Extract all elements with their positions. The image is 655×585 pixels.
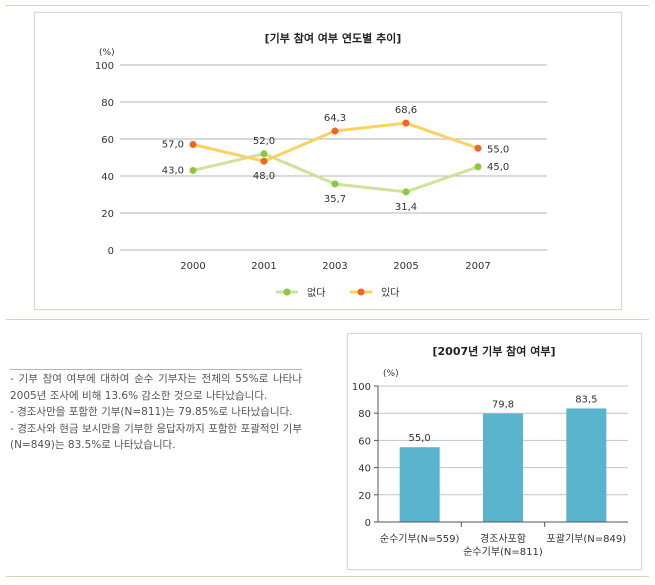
y-tick-label: 80 (358, 409, 371, 420)
line-chart-unit: (%) (99, 48, 115, 58)
note-line: - 경조사만을 포함한 기부(N=811)는 79.85%로 나타났습니다. (10, 406, 293, 418)
bar-chart-unit: (%) (383, 369, 399, 379)
data-label: 43,0 (162, 165, 184, 176)
data-label: 57,0 (162, 140, 184, 151)
x-tick-label: 경조사포함 (480, 532, 526, 545)
bar-chart-title: [2007년 기부 참여 여부] (433, 344, 556, 358)
bar-value-label: 83,5 (575, 394, 597, 405)
y-tick-label: 0 (365, 518, 371, 529)
data-label: 52,0 (253, 136, 275, 147)
data-label: 35,7 (324, 194, 346, 205)
data-point (189, 141, 197, 149)
data-point (474, 144, 482, 152)
data-point (260, 150, 268, 158)
x-tick-label: 2003 (322, 261, 347, 272)
y-tick-label: 60 (358, 436, 371, 447)
data-point (331, 180, 339, 188)
line-chart-title: [기부 참여 여부 연도별 추이] (265, 31, 402, 45)
legend-swatch-dot (357, 288, 365, 296)
y-tick-label: 80 (101, 98, 114, 109)
y-tick-label: 100 (352, 382, 371, 393)
bottom-separator (6, 576, 649, 577)
data-point (474, 163, 482, 171)
data-point (260, 157, 268, 165)
bar-value-label: 55,0 (409, 433, 431, 444)
summary-note: - 기부 참여 여부에 대하여 순수 기부자는 전체의 55%로 나타나 200… (10, 369, 302, 454)
data-point (189, 166, 197, 174)
bar-value-label: 79,8 (492, 399, 514, 410)
legend-label: 없다 (307, 286, 325, 299)
y-tick-label: 100 (95, 61, 114, 72)
y-tick-label: 40 (358, 464, 371, 475)
legend-swatch-dot (283, 288, 291, 296)
top-separator (6, 5, 649, 6)
data-point (402, 188, 410, 196)
y-tick-label: 0 (108, 246, 114, 257)
legend-label: 있다 (381, 287, 399, 299)
x-tick-label: 2007 (465, 261, 490, 272)
data-label: 48,0 (253, 171, 275, 182)
x-tick-label: 순수기부(N=811) (463, 546, 543, 558)
data-label: 55,0 (487, 144, 509, 155)
data-point (402, 119, 410, 127)
bar-chart-panel: [2007년 기부 참여 여부] (%) 0 20 40 60 80 100 55,0 순수기… (347, 333, 642, 570)
data-label: 45,0 (487, 162, 509, 173)
y-tick-label: 20 (358, 491, 371, 502)
bar (566, 408, 607, 522)
bar (483, 413, 523, 522)
data-label: 64,3 (324, 113, 346, 124)
y-tick-label: 40 (101, 172, 114, 183)
x-tick-label: 2000 (180, 261, 205, 272)
data-point (331, 127, 339, 135)
x-tick-label: 포괄기부(N=849) (547, 533, 627, 545)
data-label: 31,4 (395, 202, 417, 213)
bar (399, 447, 440, 522)
x-tick-label: 2005 (393, 261, 418, 272)
note-line: - 기부 참여 여부에 대하여 순수 기부자는 전체의 55%로 나타나 200… (10, 373, 302, 402)
x-tick-label: 2001 (251, 261, 276, 272)
y-tick-label: 20 (101, 209, 114, 220)
middle-separator (6, 319, 649, 320)
data-label: 68,6 (395, 105, 417, 116)
bar-chart: [2007년 기부 참여 여부] (%) 0 20 40 60 80 100 55,0 순수기… (352, 344, 628, 558)
x-tick-label: 순수기부(N=559) (380, 533, 460, 545)
line-chart-panel: [기부 참여 여부 연도별 추이] (%) 0 20 40 60 80 100 2000 20… (34, 12, 622, 310)
line-chart: [기부 참여 여부 연도별 추이] (%) 0 20 40 60 80 100 2000 20… (95, 31, 547, 299)
y-tick-label: 60 (101, 135, 114, 146)
note-line: - 경조사와 현금 보시만을 기부한 응답자까지 포함한 포괄적인 기부(N=8… (10, 422, 302, 452)
